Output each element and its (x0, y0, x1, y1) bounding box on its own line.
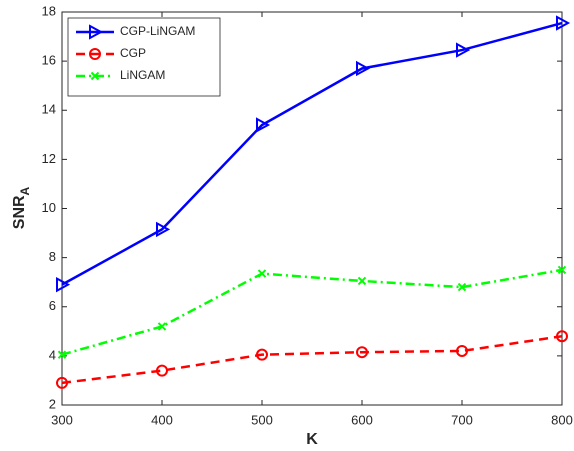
x-axis-title: K (306, 431, 318, 448)
x-tick-label: 700 (451, 412, 473, 427)
marker (256, 348, 268, 361)
marker (256, 117, 271, 133)
x-tick-label: 500 (251, 412, 273, 427)
marker (257, 269, 267, 278)
y-tick-label: 14 (42, 102, 56, 117)
legend-label: CGP (120, 46, 146, 60)
marker (457, 282, 467, 292)
marker (156, 221, 171, 238)
y-tick-label: 8 (49, 249, 56, 264)
marker (157, 322, 167, 331)
marker (89, 24, 104, 40)
marker (557, 265, 567, 275)
y-axis-title-main: SNR (11, 195, 28, 229)
y-tick-label: 6 (49, 298, 56, 313)
marker (89, 48, 101, 60)
y-tick-label: 4 (49, 347, 56, 362)
marker (56, 276, 71, 293)
marker (456, 42, 471, 58)
y-tick-label: 12 (42, 151, 56, 166)
marker (357, 276, 367, 286)
series-line (61, 21, 563, 286)
marker (556, 15, 571, 31)
y-tick-label: 2 (49, 396, 56, 411)
y-axis-title-sub: A (18, 186, 32, 195)
legend-label: LiNGAM (120, 68, 165, 82)
legend-label: CGP-LiNGAM (120, 24, 195, 38)
x-tick-label: 600 (351, 412, 373, 427)
marker (57, 350, 67, 359)
x-tick-label: 400 (151, 412, 173, 427)
x-tick-label: 800 (551, 412, 573, 427)
y-tick-label: 18 (42, 3, 56, 18)
y-tick-label: 10 (42, 200, 56, 215)
axes-box (61, 11, 563, 406)
marker (356, 60, 371, 77)
y-tick-label: 16 (42, 53, 56, 68)
y-axis-title: SNRA (11, 186, 32, 229)
series-line (61, 268, 563, 356)
marker (56, 376, 68, 389)
marker (556, 330, 568, 343)
marker (356, 346, 368, 359)
marker (90, 71, 100, 81)
legend: CGP-LiNGAM CGP LiNGAM (67, 17, 221, 97)
x-tick-label: 300 (51, 412, 73, 427)
marker (156, 364, 168, 377)
series-line (61, 334, 563, 385)
marker (456, 344, 468, 357)
